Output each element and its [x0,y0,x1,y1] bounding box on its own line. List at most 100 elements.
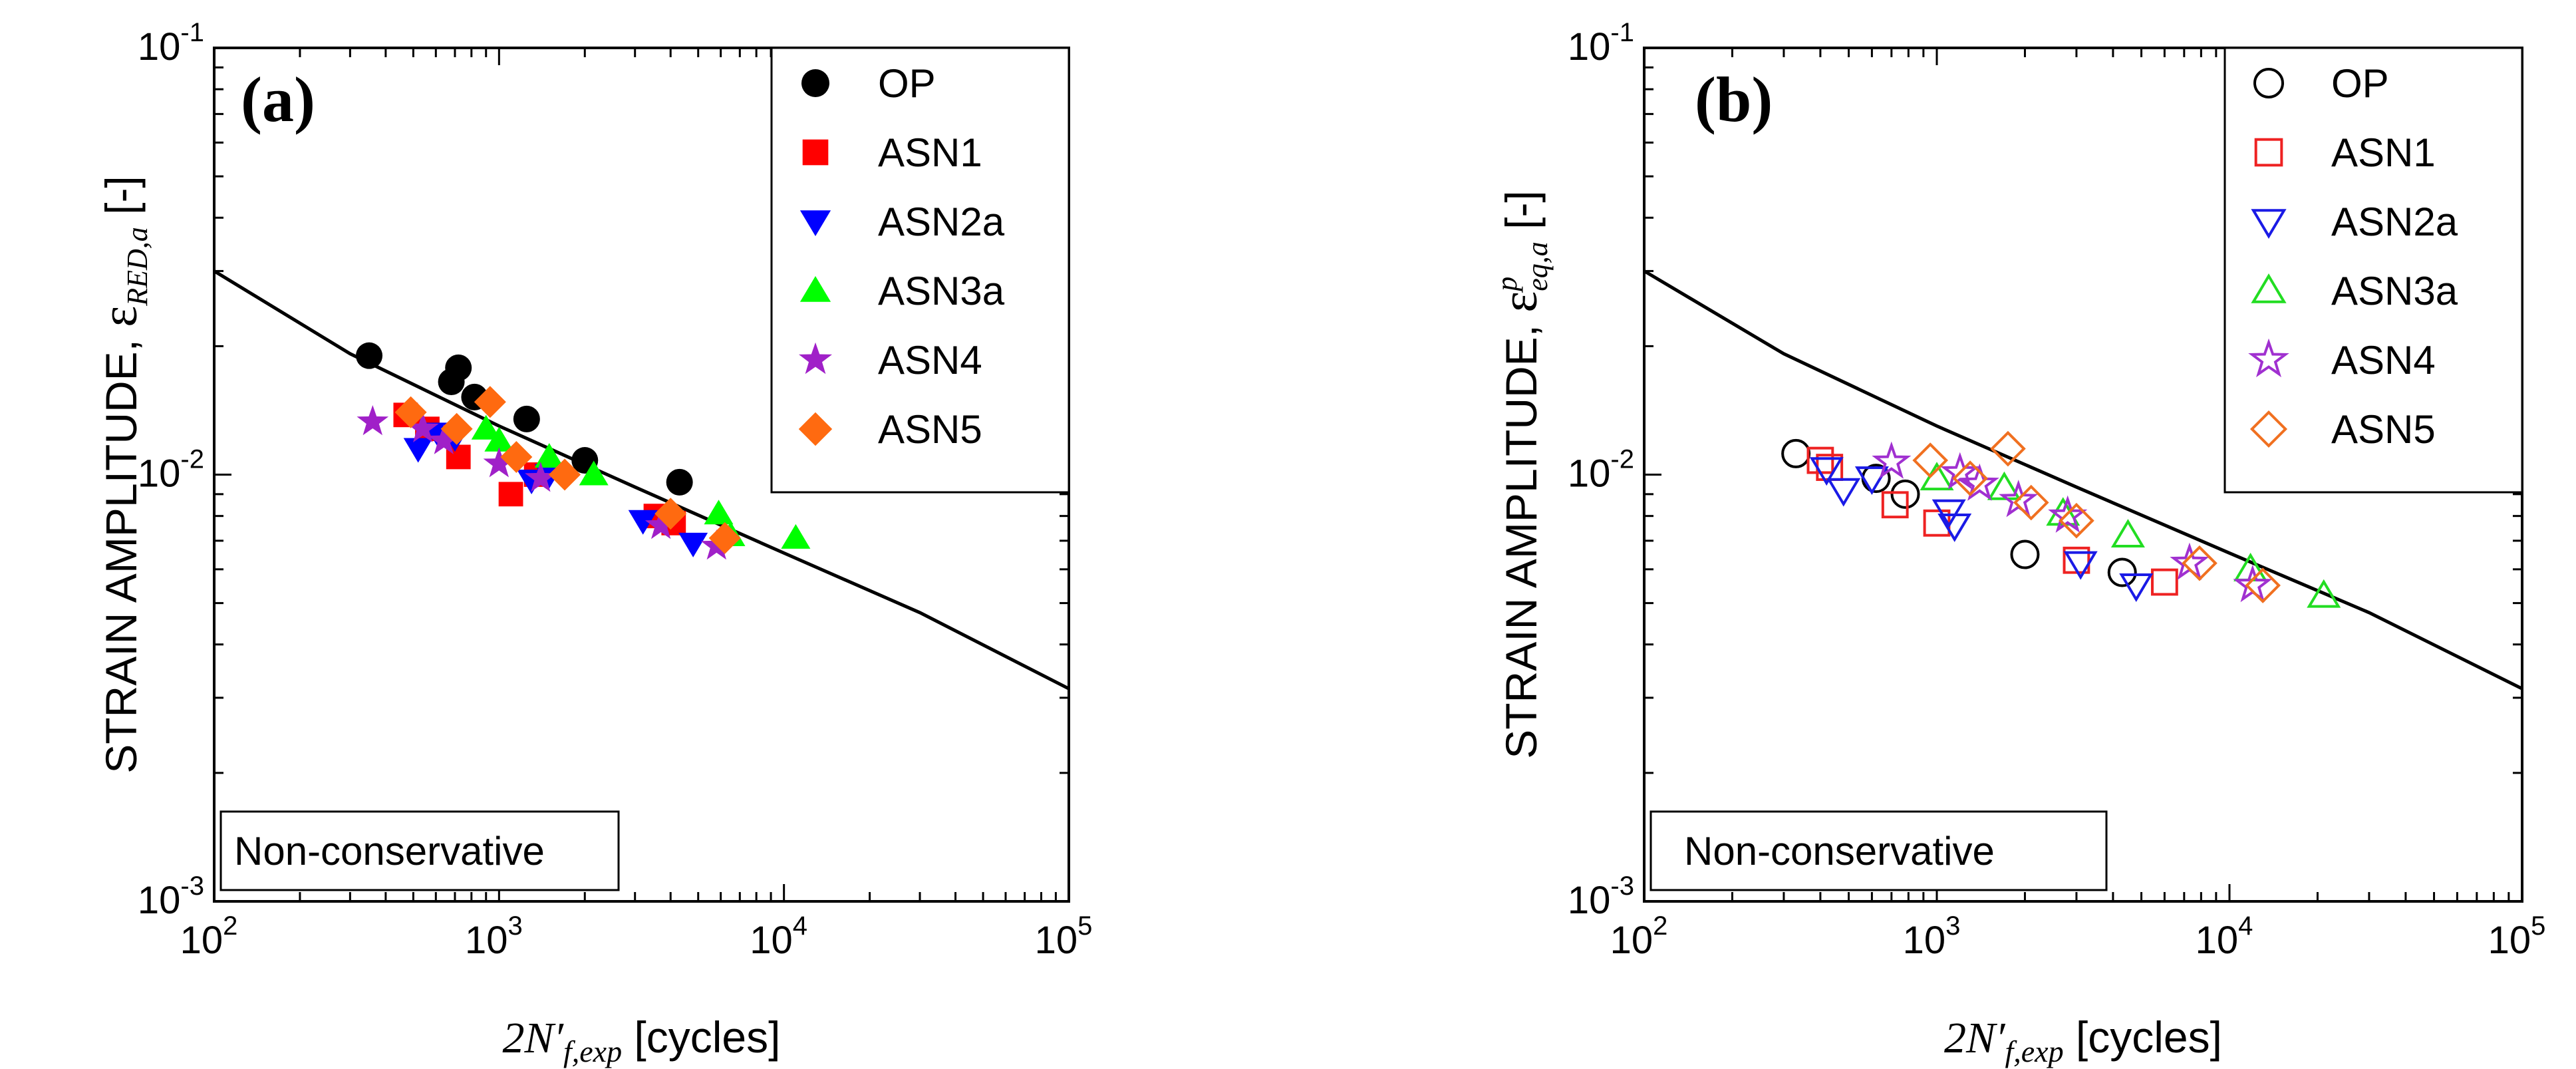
data-point [1932,499,1966,528]
data-point [2107,557,2137,587]
legend-label: ASN4 [878,338,982,382]
data-point [2245,567,2281,603]
data-point [579,460,609,486]
legend-marker [799,342,832,375]
data-point [2059,502,2094,539]
y-tick-label: 10-2 [1568,445,1634,496]
legend: OP ASN1 ASN2a ASN3a ASN4 ASN5 [2223,47,2523,494]
x-axis-label: 2N′f,exp [cycles] [1944,1012,2222,1068]
data-point [1912,442,1949,478]
legend-label: ASN5 [878,407,982,452]
legend-label: ASN2a [878,200,1005,244]
y-tick-label: 10-2 [138,445,204,496]
data-point [1959,463,1999,501]
data-point [708,522,741,554]
legend-label: ASN3a [2331,269,2458,313]
data-point [474,386,506,418]
data-point [440,412,473,445]
data-point [1987,471,2021,500]
data-point [356,342,383,369]
data-point [666,468,693,496]
data-point [484,426,514,452]
data-point [1881,491,1909,519]
data-point [534,442,564,468]
data-point [644,509,677,539]
legend-label: ASN3a [878,269,1005,313]
data-point [704,500,734,525]
legend-marker [799,210,831,237]
x-tick-label: 102 [180,911,238,962]
data-point [1990,430,2026,467]
panel-a-chart: 102 103 104 105 10-3 10-2 10-1 2N′f,exp [cycles… [92,18,1092,1068]
data-point [2010,539,2040,569]
data-point [2110,519,2145,548]
data-point [513,405,540,432]
legend-marker [802,139,829,166]
data-point [471,414,501,440]
x-tick-label: 102 [1610,911,1668,962]
legend-label: OP [2331,61,2389,106]
fit-line [214,269,1069,690]
data-point [1854,466,1889,496]
annotation: Non-conservative [219,810,620,891]
data-point [483,447,515,478]
data-point [445,354,472,381]
data-point [428,424,460,454]
data-point [1937,513,1972,542]
data-point [357,405,389,436]
legend-label: ASN2a [2331,200,2458,244]
panel-label: (a) [241,64,315,135]
data-point [500,440,533,473]
y-tick-label: 10-1 [1568,18,1634,69]
y-tick-label: 10-1 [138,18,204,69]
data-point [654,498,687,530]
data-point [2170,542,2210,580]
x-axis-label: 2N′f,exp [cycles] [503,1012,781,1068]
legend-marker [2249,410,2288,448]
data-point [498,482,523,507]
annotation: Non-conservative [1649,810,2108,891]
annotation-box [219,810,620,891]
annotation-box [1649,810,2108,891]
legend-label: ASN1 [2331,130,2436,175]
data-point [1952,460,1988,496]
series-asn3a [471,414,811,549]
y-tick-label: 10-3 [138,871,204,922]
y-tick-label: 10-3 [1568,871,1634,922]
data-point [1809,457,1844,486]
annotation-text: Non-conservative [1684,829,1995,873]
data-point [403,438,433,463]
x-tick-label: 104 [2196,911,2253,962]
x-tick-label: 103 [465,911,523,962]
panel-b-chart: 102 103 104 105 10-3 10-2 10-1 2N′f,exp [cycles… [1491,18,2545,1068]
data-point [1890,479,1920,509]
data-point [394,396,427,428]
data-point [525,462,557,492]
legend-label: ASN4 [2331,338,2436,382]
legend-marker [2254,138,2283,167]
series-asn1 [1806,446,2178,596]
series-asn2a [1809,457,2154,602]
data-point [406,412,439,442]
x-tick-label: 105 [2488,911,2546,962]
legend-marker [2251,273,2287,303]
data-point [2307,579,2341,608]
data-point [1872,441,1912,479]
legend-label: OP [878,61,936,106]
legend-label: ASN1 [878,130,982,175]
data-point [2233,564,2273,603]
data-point [628,510,658,535]
x-tick-label: 105 [1035,911,1093,962]
data-point [1826,478,1861,507]
series-op [356,342,693,496]
legend-marker [798,412,833,446]
legend-label: ASN5 [2331,407,2436,452]
panel-label: (b) [1695,64,1773,135]
legend-marker [2253,68,2284,98]
annotation-text: Non-conservative [234,829,545,873]
x-tick-label: 104 [750,911,807,962]
data-point [2119,573,2154,602]
legend-marker [2248,338,2289,378]
series-asn5 [1912,430,2281,603]
